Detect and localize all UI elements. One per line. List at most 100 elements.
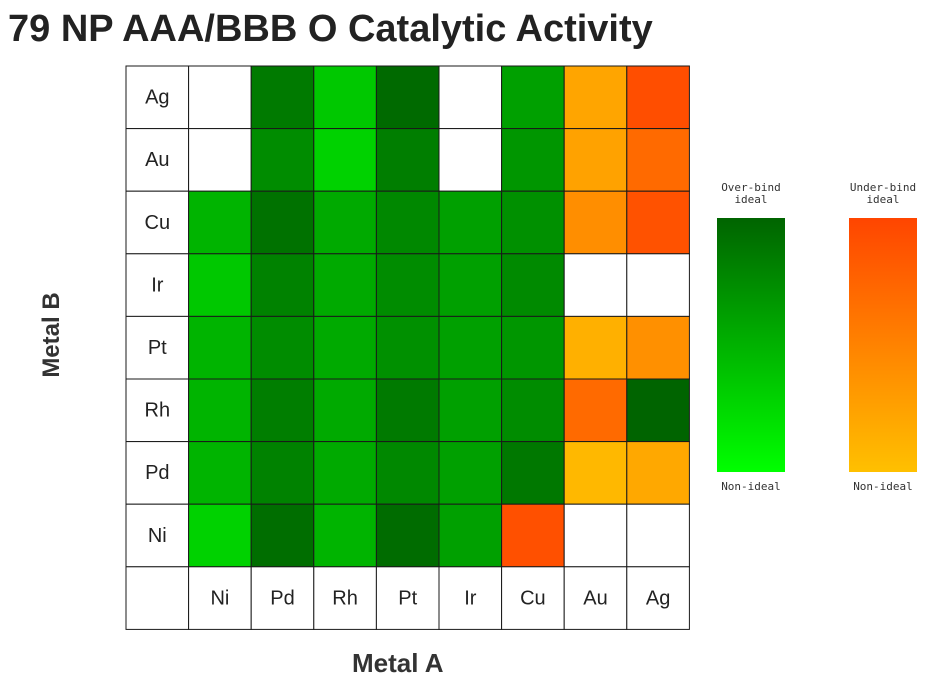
- x-tick-label: Ag: [646, 587, 670, 609]
- heatmap-cell: [563, 441, 628, 505]
- heatmap-cell: [438, 315, 503, 380]
- heatmap-cell: [375, 253, 440, 317]
- heatmap-cell: [250, 378, 315, 443]
- legend-under-bind-nonideal: Non-ideal: [853, 480, 913, 493]
- heatmap-cell: [438, 378, 503, 443]
- heatmap-cell: [375, 503, 440, 568]
- heatmap-cell: [313, 503, 377, 568]
- y-tick-label: Ag: [145, 87, 169, 109]
- heatmap-cell: [501, 441, 565, 505]
- heatmap-cell: [626, 253, 690, 317]
- heatmap-cell: [188, 65, 252, 130]
- heatmap-cell: [313, 128, 377, 192]
- heatmap-cell: [563, 128, 628, 192]
- heatmap-cell: [250, 253, 315, 317]
- heatmap-cell: [250, 190, 315, 255]
- x-tick-label: Ir: [464, 587, 477, 609]
- y-tick-cell: [125, 315, 190, 380]
- heatmap-cell: [313, 253, 377, 317]
- heatmap-cell: [626, 441, 690, 505]
- heatmap-cell: [313, 441, 377, 505]
- x-tick-cell: [626, 566, 690, 630]
- heatmap-cell: [375, 315, 440, 380]
- x-tick-cell: [501, 566, 565, 630]
- heatmap-cell: [375, 378, 440, 443]
- x-tick-label: Ni: [210, 587, 229, 609]
- corner-cell: [125, 566, 190, 630]
- heatmap-cell: [313, 190, 377, 255]
- heatmap-cell: [188, 128, 252, 192]
- heatmap-cell: [501, 503, 565, 568]
- legend-under-bind: Under-bind ideal Non-ideal: [838, 182, 928, 493]
- heatmap-cell: [188, 253, 252, 317]
- heatmap-cell: [250, 65, 315, 130]
- heatmap-cell: [563, 503, 628, 568]
- heatmap-cell: [626, 190, 690, 255]
- heatmap-cell: [188, 315, 252, 380]
- heatmap-cell: [375, 65, 440, 130]
- heatmap-cell: [563, 315, 628, 380]
- heatmap-cell: [626, 65, 690, 130]
- legend-over-bind: Over-bind ideal Non-ideal: [706, 182, 796, 493]
- heatmap-cell: [313, 378, 377, 443]
- heatmap-cell: [501, 190, 565, 255]
- heatmap-cell: [501, 128, 565, 192]
- x-tick-cell: [375, 566, 440, 630]
- heatmap-cell: [313, 315, 377, 380]
- x-tick-cell: [250, 566, 315, 630]
- legend-over-bind-ideal: ideal: [734, 193, 768, 206]
- legend-over-bind-title: Over-bind: [721, 181, 781, 194]
- heatmap-cell: [375, 128, 440, 192]
- x-tick-label: Pd: [270, 587, 294, 609]
- heatmap-cell: [438, 190, 503, 255]
- legend-under-bind-title: Under-bind: [849, 181, 917, 194]
- heatmap-cell: [375, 190, 440, 255]
- x-axis-label: Metal A: [352, 648, 444, 678]
- heatmap-cell: [501, 378, 565, 443]
- heatmap-cell: [188, 378, 252, 443]
- heatmap-cell: [563, 190, 628, 255]
- x-tick-label: Cu: [520, 587, 546, 609]
- heatmap-cell: [626, 378, 690, 443]
- y-tick-cell: [125, 378, 190, 443]
- heatmap-cell: [626, 503, 690, 568]
- y-tick-cell: [125, 253, 190, 317]
- heatmap-cell: [501, 315, 565, 380]
- heatmap-cell: [438, 503, 503, 568]
- y-tick-label: Cu: [145, 212, 171, 234]
- legend-under-bind-gradient: [849, 218, 917, 472]
- x-tick-cell: [438, 566, 503, 630]
- y-tick-label: Au: [145, 149, 169, 171]
- y-tick-label: Rh: [145, 400, 171, 422]
- heatmap-cell: [438, 65, 503, 130]
- heatmap-cell: [438, 128, 503, 192]
- heatmap-cell: [188, 441, 252, 505]
- heatmap-cell: [563, 378, 628, 443]
- legend-under-bind-ideal: ideal: [866, 193, 900, 206]
- x-tick-label: Pt: [398, 587, 417, 609]
- legend-over-bind-gradient: [717, 218, 785, 472]
- legend-over-bind-nonideal: Non-ideal: [721, 480, 781, 493]
- heatmap-cell: [626, 128, 690, 192]
- heatmap-cell: [438, 253, 503, 317]
- heatmap-cell: [563, 253, 628, 317]
- heatmap-cell: [375, 441, 440, 505]
- heatmap-cell: [501, 65, 565, 130]
- heatmap-cell: [188, 190, 252, 255]
- y-tick-label: Ir: [151, 274, 164, 296]
- y-tick-cell: [125, 503, 190, 568]
- chart-title: 79 NP AAA/BBB O Catalytic Activity: [8, 8, 653, 50]
- x-tick-cell: [188, 566, 252, 630]
- y-tick-cell: [125, 441, 190, 505]
- y-tick-label: Pt: [148, 337, 167, 359]
- heatmap-cell: [626, 315, 690, 380]
- heatmap-cell: [563, 65, 628, 130]
- heatmap-cell: [250, 441, 315, 505]
- heatmap-cell: [438, 441, 503, 505]
- x-tick-label: Au: [583, 587, 607, 609]
- heatmap-cell: [250, 128, 315, 192]
- y-tick-label: Pd: [145, 462, 169, 484]
- heatmap-cell: [501, 253, 565, 317]
- heatmap-cell: [250, 503, 315, 568]
